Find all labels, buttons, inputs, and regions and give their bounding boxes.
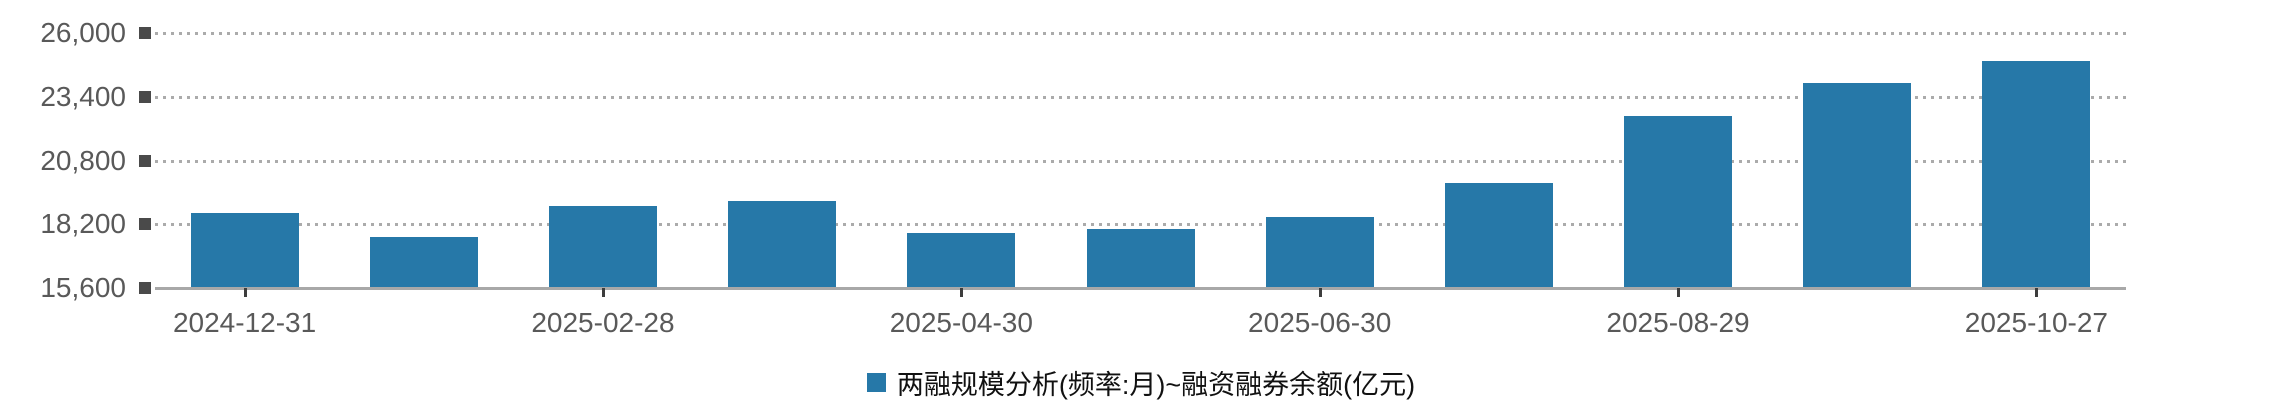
x-tick-label: 2025-02-28 xyxy=(531,307,675,338)
x-axis-line xyxy=(155,287,2126,290)
x-tick xyxy=(243,288,247,297)
y-tick-label: 15,600 xyxy=(40,272,126,303)
gridline xyxy=(155,95,2126,99)
y-tick-label: 26,000 xyxy=(40,17,126,48)
x-tick xyxy=(2035,288,2039,297)
bar[interactable] xyxy=(190,213,299,288)
x-tick xyxy=(1318,288,1322,297)
gridline xyxy=(155,159,2126,163)
x-tick xyxy=(1677,288,1681,297)
y-tick-marker xyxy=(139,154,151,167)
bar[interactable] xyxy=(548,205,657,288)
bar[interactable] xyxy=(907,232,1016,288)
y-tick-marker xyxy=(139,218,151,231)
bar[interactable] xyxy=(1444,182,1553,288)
bar[interactable] xyxy=(1624,116,1733,288)
y-tick-label: 18,200 xyxy=(40,208,126,240)
bar[interactable] xyxy=(1982,61,2091,288)
x-tick-label: 2024-12-31 xyxy=(172,307,317,338)
y-tick-marker xyxy=(139,90,151,103)
x-tick-label: 2025-10-27 xyxy=(1964,307,2109,338)
legend[interactable]: 两融规模分析(频率:月)~融资融券余额(亿元) xyxy=(0,362,2282,402)
y-tick-marker xyxy=(139,27,151,39)
x-tick-label: 2025-08-29 xyxy=(1606,307,1750,338)
gridline xyxy=(155,32,2126,35)
x-tick xyxy=(960,288,964,297)
legend-marker-icon xyxy=(866,372,886,392)
bar[interactable] xyxy=(1086,229,1195,288)
y-tick-marker xyxy=(139,282,151,294)
bar[interactable] xyxy=(1803,83,1912,288)
y-tick-label: 23,400 xyxy=(40,80,126,112)
bar[interactable] xyxy=(1265,216,1374,288)
bar[interactable] xyxy=(369,236,478,288)
y-tick-label: 20,800 xyxy=(40,144,126,176)
gridline xyxy=(155,223,2126,227)
bar[interactable] xyxy=(728,200,837,288)
x-tick xyxy=(601,288,605,297)
x-tick-label: 2025-06-30 xyxy=(1248,307,1392,338)
x-tick-label: 2025-04-30 xyxy=(889,307,1033,338)
legend-label: 两融规模分析(频率:月)~融资融券余额(亿元) xyxy=(896,369,1416,400)
